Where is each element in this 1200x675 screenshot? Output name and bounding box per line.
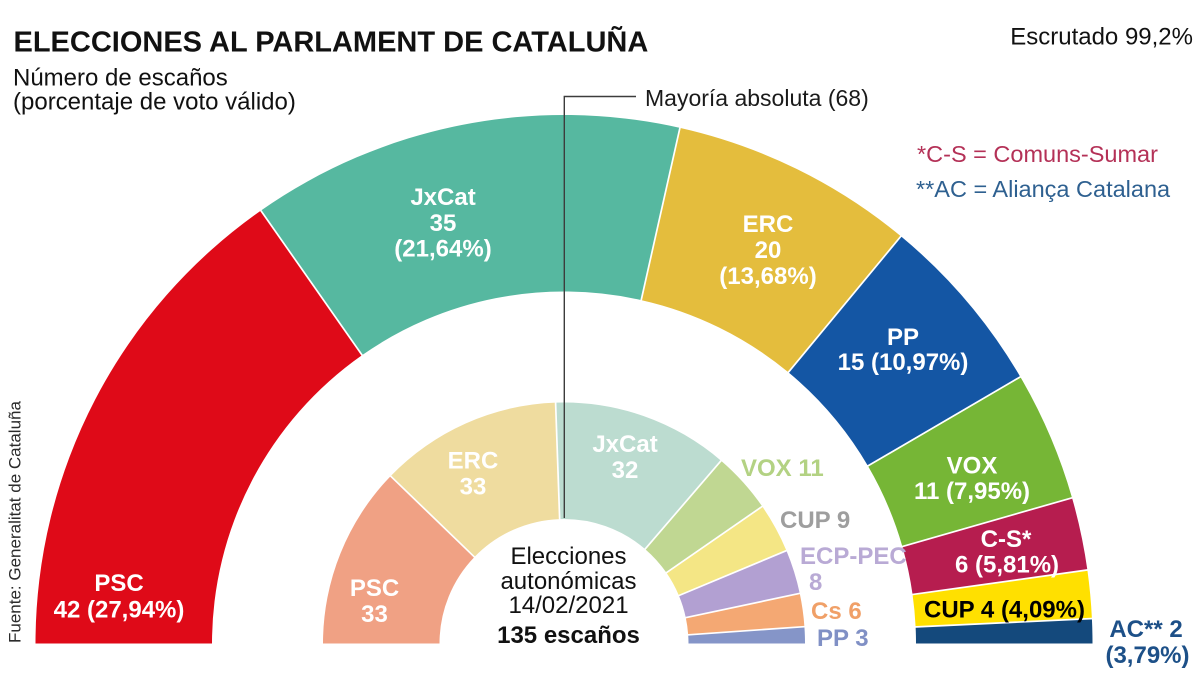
svg-text:CUP 9: CUP 9 xyxy=(780,507,850,534)
svg-text:15 (10,97%): 15 (10,97%) xyxy=(838,349,969,376)
svg-text:11 (7,95%): 11 (7,95%) xyxy=(914,478,1030,505)
svg-text:ERC: ERC xyxy=(743,211,794,238)
svg-text:(3,79%): (3,79%) xyxy=(1105,642,1189,669)
svg-text:Mayoría absoluta (68): Mayoría absoluta (68) xyxy=(645,85,869,111)
svg-text:PSC: PSC xyxy=(94,570,143,597)
svg-text:(21,64%): (21,64%) xyxy=(394,236,491,263)
svg-text:**AC = Aliança Catalana: **AC = Aliança Catalana xyxy=(916,176,1171,202)
svg-text:Número de escaños: Número de escaños xyxy=(13,64,228,91)
svg-text:6 (5,81%): 6 (5,81%) xyxy=(955,552,1059,579)
svg-text:(13,68%): (13,68%) xyxy=(719,263,816,290)
svg-text:20: 20 xyxy=(755,237,782,264)
svg-text:Escrutado 99,2%: Escrutado 99,2% xyxy=(1010,24,1193,51)
svg-text:32: 32 xyxy=(612,457,639,484)
svg-text:ELECCIONES AL PARLAMENT DE CAT: ELECCIONES AL PARLAMENT DE CATALUÑA xyxy=(14,24,649,58)
svg-text:*C-S = Comuns-Sumar: *C-S = Comuns-Sumar xyxy=(917,141,1158,167)
svg-text:JxCat: JxCat xyxy=(410,184,475,211)
svg-text:autonómicas: autonómicas xyxy=(500,568,636,595)
svg-text:ECP-PEC: ECP-PEC xyxy=(800,543,907,570)
svg-text:35: 35 xyxy=(430,210,457,237)
svg-text:8: 8 xyxy=(809,569,822,596)
svg-text:PP: PP xyxy=(887,324,919,351)
svg-text:CUP 4 (4,09%): CUP 4 (4,09%) xyxy=(924,597,1085,624)
svg-text:ERC: ERC xyxy=(448,448,499,475)
svg-text:42 (27,94%): 42 (27,94%) xyxy=(54,597,185,624)
svg-text:C-S*: C-S* xyxy=(981,526,1032,553)
svg-text:14/02/2021: 14/02/2021 xyxy=(508,592,628,619)
svg-text:PP 3: PP 3 xyxy=(817,625,869,652)
svg-text:(porcentaje de voto válido): (porcentaje de voto válido) xyxy=(13,88,296,115)
svg-text:Fuente: Generalitat de Cataluñ: Fuente: Generalitat de Cataluña xyxy=(6,401,25,643)
svg-text:33: 33 xyxy=(460,474,487,501)
svg-text:PSC: PSC xyxy=(350,575,399,602)
svg-text:33: 33 xyxy=(361,601,388,628)
svg-text:VOX 11: VOX 11 xyxy=(741,455,824,482)
svg-text:Cs 6: Cs 6 xyxy=(811,598,862,625)
svg-text:135 escaños: 135 escaños xyxy=(497,622,640,649)
svg-text:AC** 2: AC** 2 xyxy=(1109,616,1182,643)
svg-text:VOX: VOX xyxy=(947,453,998,480)
svg-text:Elecciones: Elecciones xyxy=(510,543,626,570)
svg-text:JxCat: JxCat xyxy=(592,431,657,458)
